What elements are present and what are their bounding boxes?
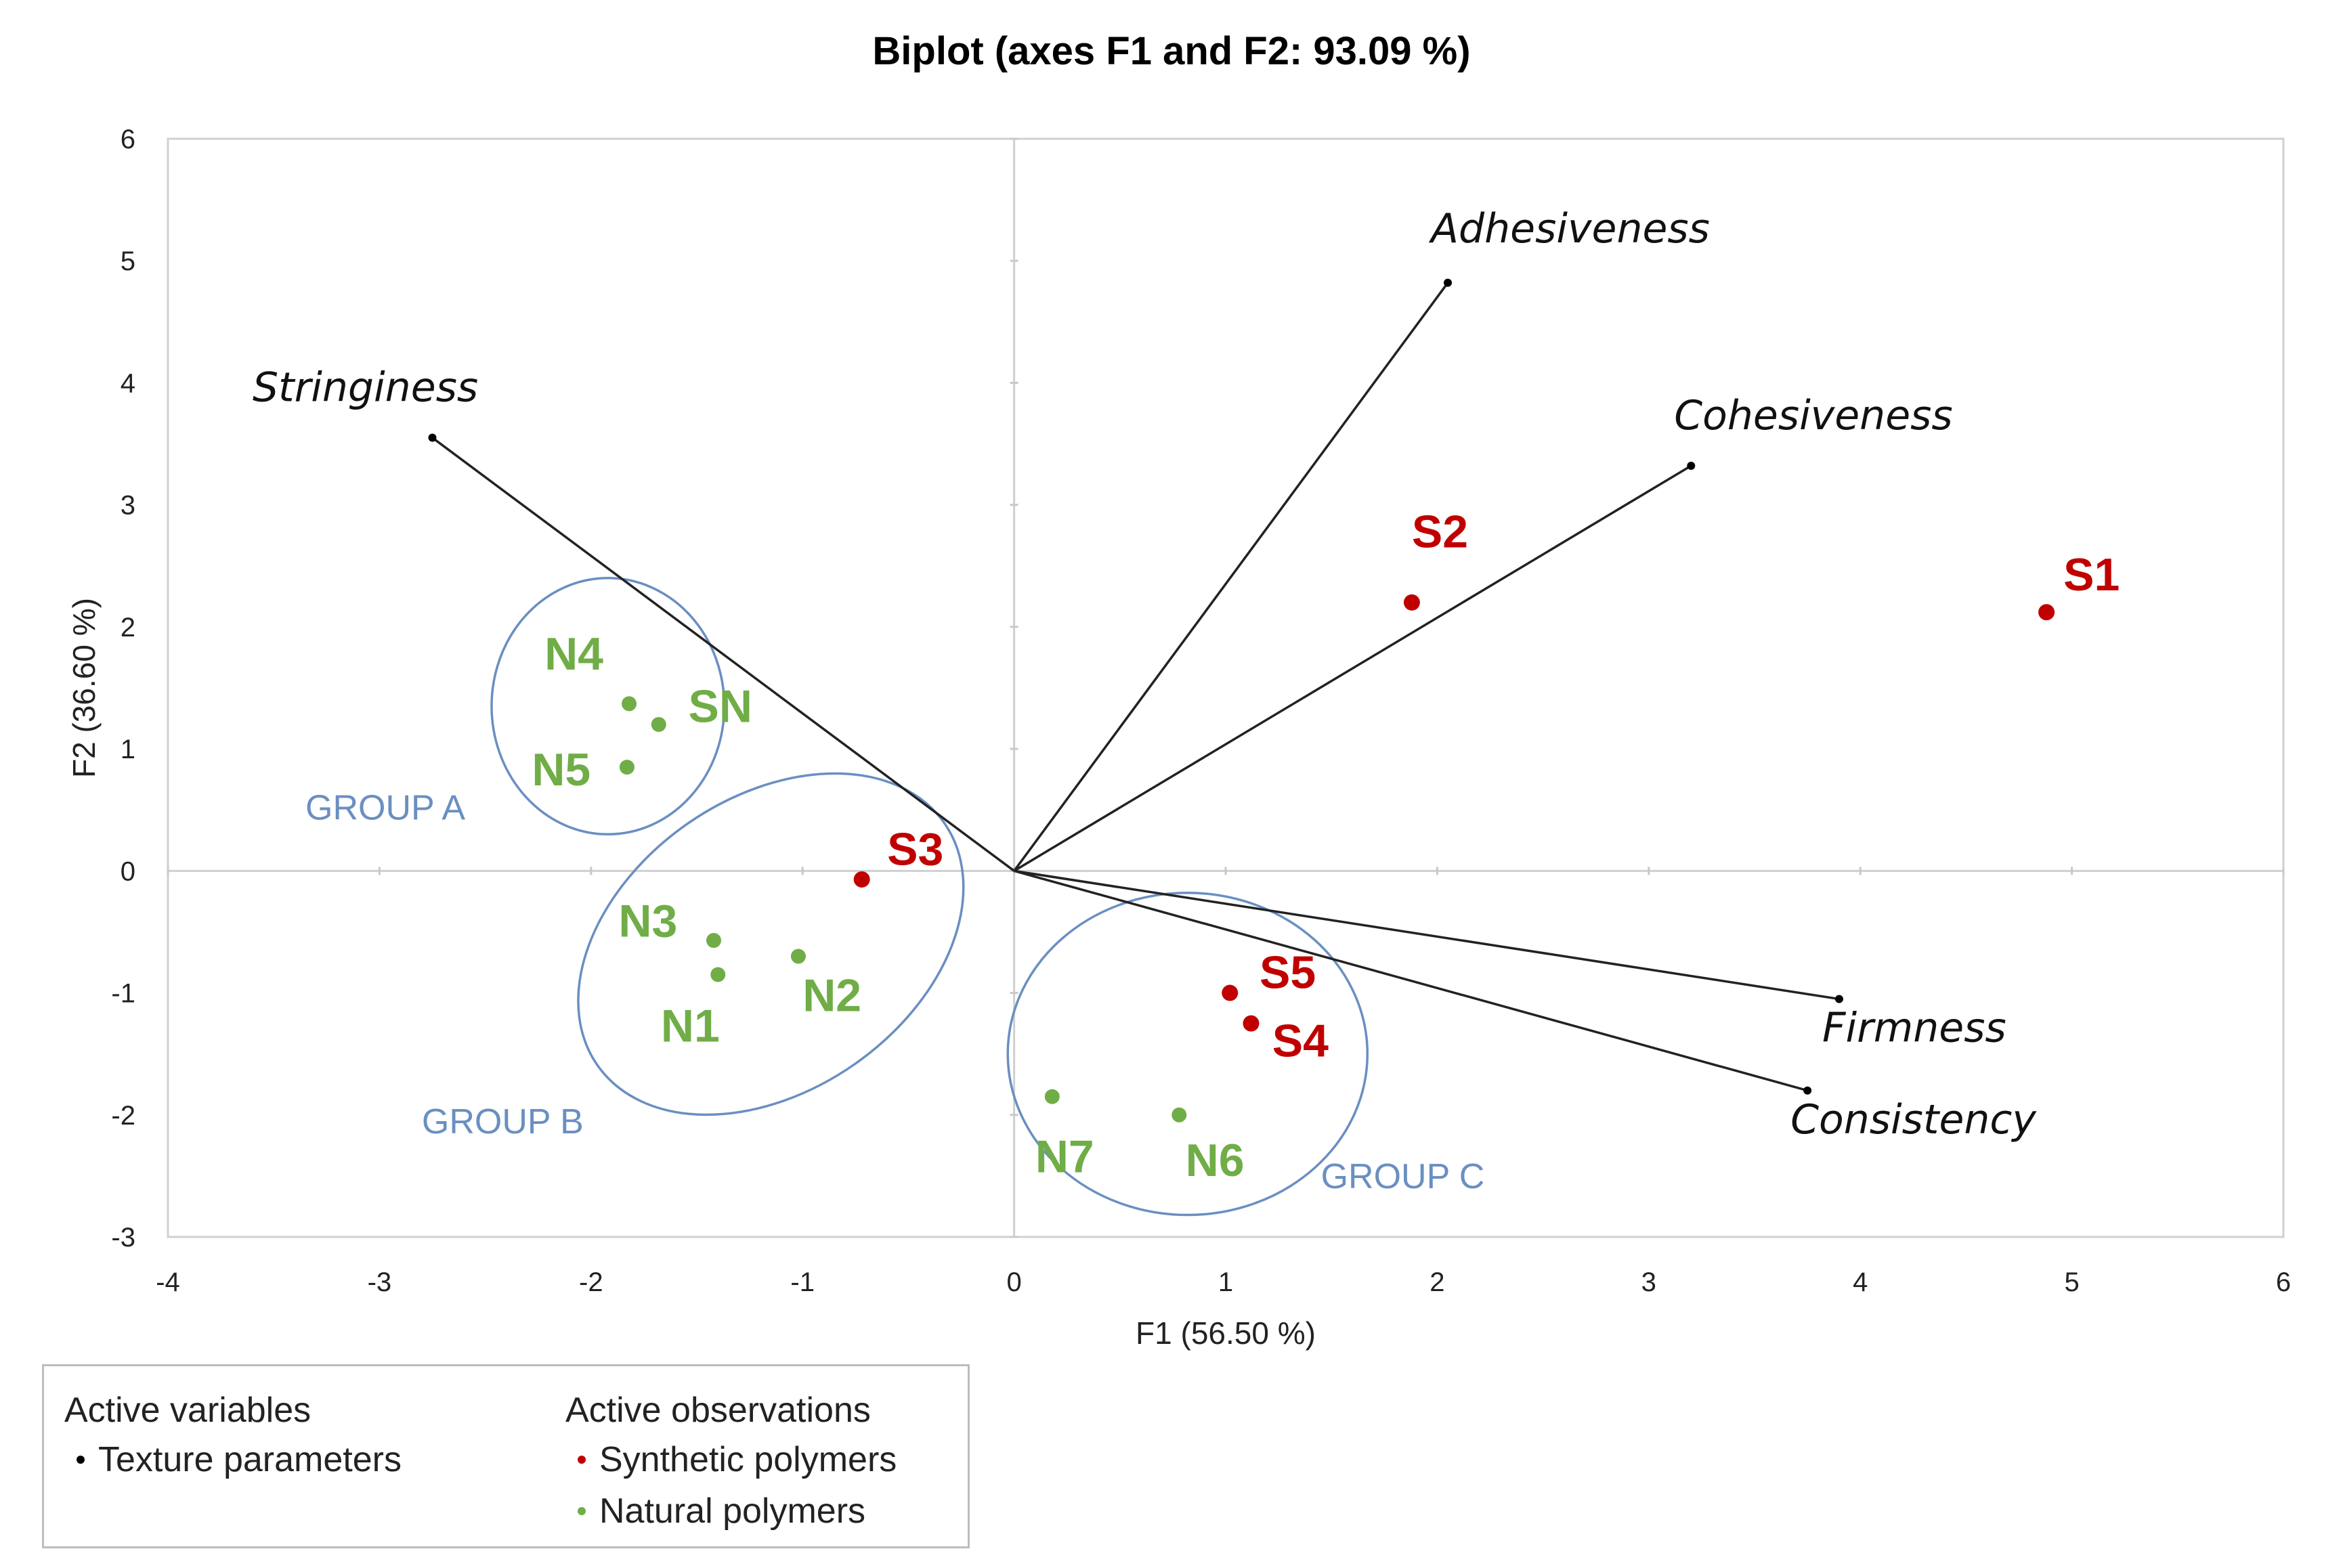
variable-vector xyxy=(1013,282,1449,872)
legend-item-texture: Texture parameters xyxy=(64,1434,402,1485)
y-tick-label: 5 xyxy=(121,246,135,276)
legend: Active variables Texture parameters Acti… xyxy=(42,1364,970,1548)
group-ellipse xyxy=(577,772,965,1116)
legend-variables-header: Active variables xyxy=(64,1391,311,1430)
x-tick-label: 3 xyxy=(1641,1267,1656,1297)
legend-texture-label: Texture parameters xyxy=(98,1440,402,1479)
y-tick-label: 2 xyxy=(121,613,135,643)
observation-label: N3 xyxy=(618,896,677,947)
y-tick-label: 6 xyxy=(121,125,135,154)
legend-natural-marker xyxy=(578,1507,586,1516)
variable-label: Stringiness xyxy=(253,364,478,411)
legend-observations: Active observations Synthetic polymers N… xyxy=(565,1387,897,1537)
observation-label: N5 xyxy=(532,744,590,796)
variable-endpoint xyxy=(1687,461,1696,470)
group-label: GROUP B xyxy=(422,1102,584,1141)
observation-point xyxy=(1222,984,1239,1001)
variable-label: Adhesiveness xyxy=(1428,205,1710,253)
y-tick-label: -1 xyxy=(111,979,135,1009)
variable-vector xyxy=(431,437,1015,872)
x-tick-label: 4 xyxy=(1853,1267,1868,1297)
y-axis-title: F2 (36.60 %) xyxy=(66,598,102,778)
y-tick-label: 0 xyxy=(121,856,135,886)
observation-label: S5 xyxy=(1260,946,1316,998)
group-label: GROUP A xyxy=(305,789,465,828)
x-tick-label: -4 xyxy=(156,1267,180,1297)
observation-label: SN xyxy=(689,680,752,732)
variable-vector xyxy=(1014,869,1840,1001)
legend-synthetic-label: Synthetic polymers xyxy=(599,1440,897,1479)
x-tick-label: 5 xyxy=(2064,1267,2079,1297)
observation-point xyxy=(622,696,637,712)
y-tick-label: 1 xyxy=(121,735,135,764)
legend-variables: Active variables Texture parameters xyxy=(64,1387,402,1485)
observation-point xyxy=(1044,1089,1060,1104)
observation-label: S1 xyxy=(2063,549,2120,601)
observation-label: N2 xyxy=(802,970,861,1022)
observation-point xyxy=(706,933,721,949)
legend-natural-label: Natural polymers xyxy=(599,1491,866,1531)
x-axis-title: F1 (56.50 %) xyxy=(1136,1315,1316,1351)
variable-endpoint xyxy=(1803,1086,1812,1095)
observation-label: N6 xyxy=(1186,1135,1245,1186)
legend-variable-marker xyxy=(77,1456,85,1464)
x-tick-label: -2 xyxy=(579,1267,603,1297)
variable-label: Consistency xyxy=(1790,1096,2037,1144)
group-label: GROUP C xyxy=(1321,1157,1485,1196)
observation-label: N7 xyxy=(1035,1131,1094,1182)
observation-point xyxy=(853,871,870,888)
variable-endpoint xyxy=(1834,995,1843,1003)
x-tick-label: 0 xyxy=(1006,1267,1021,1297)
observation-point xyxy=(1403,594,1420,611)
variable-endpoint xyxy=(1444,278,1453,287)
observation-point xyxy=(1172,1107,1187,1123)
observation-point xyxy=(710,967,726,982)
y-tick-label: 3 xyxy=(121,491,135,521)
x-tick-label: -3 xyxy=(368,1267,392,1297)
observation-point xyxy=(2038,604,2055,621)
y-tick-label: 4 xyxy=(121,368,135,398)
group-ellipse xyxy=(490,577,726,836)
legend-item-synthetic: Synthetic polymers xyxy=(565,1434,897,1485)
legend-observations-header: Active observations xyxy=(565,1391,871,1430)
legend-item-natural: Natural polymers xyxy=(565,1485,897,1537)
observation-point xyxy=(619,760,635,775)
chart-title: Biplot (axes F1 and F2: 93.09 %) xyxy=(872,29,1471,73)
observation-label: S4 xyxy=(1272,1015,1329,1066)
y-tick-label: -2 xyxy=(111,1101,135,1131)
observation-point xyxy=(1243,1015,1260,1032)
observation-label: S2 xyxy=(1412,506,1468,558)
observation-point xyxy=(651,717,666,733)
variable-vector xyxy=(1014,869,1808,1092)
variable-label: Firmness xyxy=(1822,1005,2006,1052)
variable-label: Cohesiveness xyxy=(1674,392,1952,439)
x-tick-label: 2 xyxy=(1430,1267,1444,1297)
x-tick-label: 6 xyxy=(2276,1267,2291,1297)
y-tick-label: -3 xyxy=(111,1223,135,1253)
x-tick-label: -1 xyxy=(790,1267,815,1297)
variable-endpoint xyxy=(428,433,437,442)
observation-label: N1 xyxy=(661,1001,720,1052)
x-tick-label: 1 xyxy=(1218,1267,1233,1297)
observation-label: N4 xyxy=(544,628,603,680)
observation-label: S3 xyxy=(887,823,943,875)
plot-area xyxy=(167,137,2285,1238)
legend-synthetic-marker xyxy=(578,1456,586,1464)
group-ellipse xyxy=(1006,892,1369,1217)
observation-point xyxy=(790,949,806,964)
variable-vector xyxy=(1013,464,1692,872)
